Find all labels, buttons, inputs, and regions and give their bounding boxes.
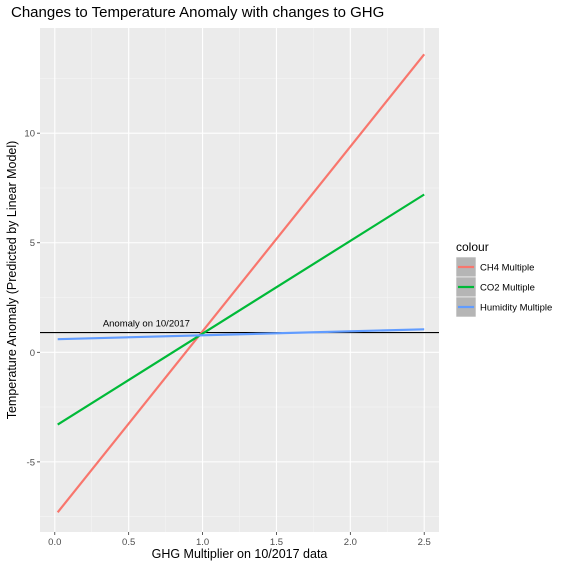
y-axis-title: Temperature Anomaly (Predicted by Linear…: [5, 141, 19, 420]
y-axis-ticks: -5 0 5 10: [24, 129, 40, 468]
grid-major: [40, 28, 439, 532]
x-tick-label: 2.5: [418, 537, 431, 548]
legend-label: CO2 Multiple: [480, 283, 535, 294]
y-tick-label: -5: [27, 457, 35, 468]
x-tick-label: 0.0: [48, 537, 61, 548]
reference-line-group: Anomaly on 10/2017: [40, 319, 439, 334]
legend-items: CH4 Multiple CO2 Multiple Humidity Multipl…: [455, 256, 552, 318]
series-line-humidity-multiple: [57, 328, 425, 341]
x-tick-label: 1.0: [196, 537, 209, 548]
series-line-co2-multiple: [57, 193, 425, 426]
chart-title: Changes to Temperature Anomaly with chan…: [11, 4, 384, 21]
series-line-ch4-multiple: [56, 53, 426, 513]
legend-title: colour: [456, 240, 489, 254]
series-lines: [56, 53, 426, 513]
reference-line-label: Anomaly on 10/2017: [103, 319, 190, 330]
x-axis-title: GHG Multiplier on 10/2017 data: [152, 547, 328, 561]
grid-minor: [40, 28, 439, 532]
legend: colour CH4 Multiple CO2 Multiple Humidity …: [455, 240, 552, 318]
x-axis-ticks: 0.0 0.5 1.0 1.5 2.0 2.5: [48, 532, 431, 548]
x-tick-label: 2.0: [344, 537, 357, 548]
y-tick-label: 10: [24, 129, 35, 140]
y-tick-label: 5: [30, 238, 35, 249]
y-tick-label: 0: [30, 348, 35, 359]
legend-label: Humidity Multiple: [480, 303, 552, 314]
x-tick-label: 1.5: [270, 537, 283, 548]
legend-label: CH4 Multiple: [480, 263, 534, 274]
x-tick-label: 0.5: [122, 537, 135, 548]
